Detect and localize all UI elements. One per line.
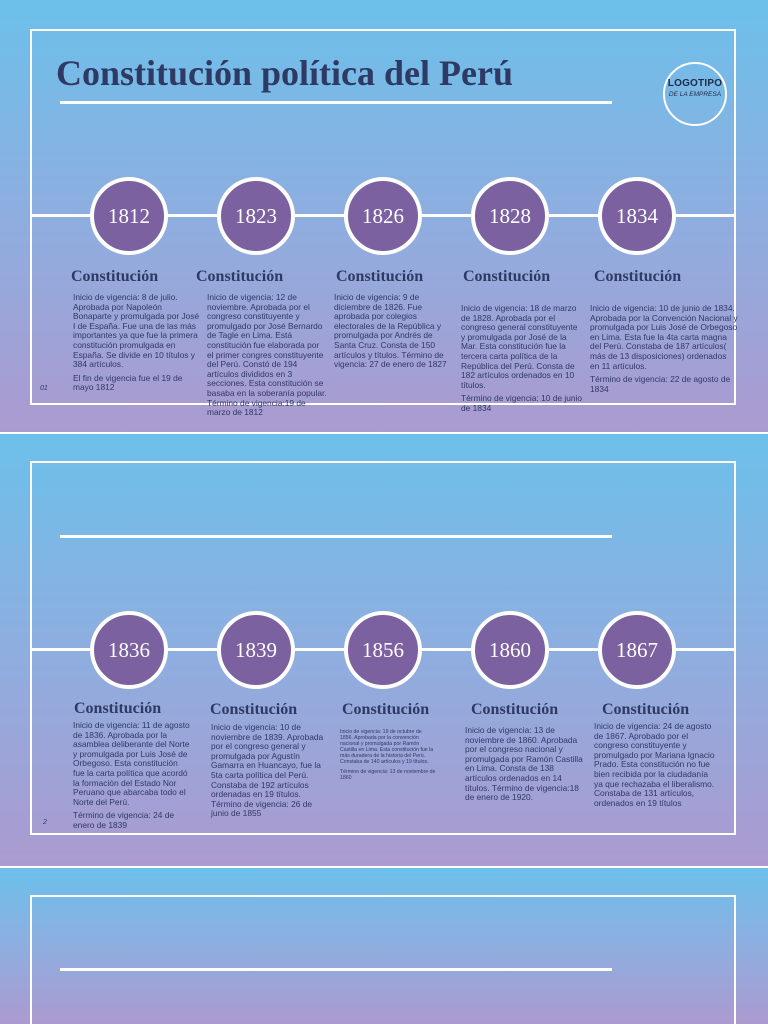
page-number: 2 (43, 819, 47, 826)
logo-main-text: LOGOTIPO (667, 78, 723, 89)
slide-frame (30, 895, 736, 1024)
slide-frame (30, 29, 736, 405)
constitution-description-1860: Inicio de vigencia: 13 de noviembre de 1… (465, 725, 583, 807)
logo: LOGOTIPO DE LA EMPRESA (663, 62, 727, 126)
description-paragraph: Inicio de vigencia: 9 de diciembre de 18… (334, 292, 447, 370)
description-paragraph: Término de vigencia: 24 de enero de 1839 (73, 810, 175, 830)
description-paragraph: Inicio de vigencia: 18 de marzo de 1828.… (461, 303, 578, 390)
year-circle-1856: 1856 (344, 611, 422, 689)
description-paragraph: Inicio de vigencia: 10 de noviembre de 1… (211, 722, 324, 819)
constitution-heading-1860: Constitución (471, 701, 559, 718)
constitution-description-1839: Inicio de vigencia: 10 de noviembre de 1… (211, 722, 329, 823)
logo-sub-text: DE LA EMPRESA (668, 91, 722, 98)
page-title: Constitución política del Perú (56, 53, 513, 93)
description-paragraph: Término de vigencia: 10 de junio de 1834 (461, 393, 583, 413)
description-paragraph: Inicio de vigencia: 13 de noviembre de 1… (465, 725, 583, 803)
year-circle-1828: 1828 (471, 177, 549, 255)
constitution-heading-1867: Constitución (602, 701, 690, 718)
constitution-description-1856: Inicio de vigencia: 19 de octubre de 185… (340, 729, 436, 785)
title-underline (60, 535, 612, 538)
slide-3 (0, 868, 768, 1024)
constitution-description-1828: Inicio de vigencia: 18 de marzo de 1828.… (461, 303, 583, 418)
constitution-description-1812: Inicio de vigencia: 8 de julio. Aprobada… (73, 292, 201, 397)
constitution-heading-1839: Constitución (210, 701, 298, 718)
description-paragraph: Inicio de vigencia: 10 de junio de 1834.… (590, 303, 738, 371)
slide-2: 1836 1839 1856 1860 1867 Constitución Co… (0, 434, 768, 866)
year-circle-1834: 1834 (598, 177, 676, 255)
description-paragraph: Término de vigencia: 13 de noviembre de … (340, 769, 436, 781)
constitution-heading-1828: Constitución (463, 268, 551, 285)
description-paragraph: El fin de vigencia fue el 19 de mayo 181… (73, 372, 183, 393)
year-circle-1867: 1867 (598, 611, 676, 689)
title-underline (60, 101, 612, 104)
constitution-description-1826: Inicio de vigencia: 9 de diciembre de 18… (334, 292, 456, 374)
year-circle-1839: 1839 (217, 611, 295, 689)
year-circle-1812: 1812 (90, 177, 168, 255)
slide-1: Constitución política del Perú LOGOTIPO … (0, 0, 768, 432)
year-circle-1823: 1823 (217, 177, 295, 255)
description-paragraph: Inicio de vigencia: 12 de noviembre. Apr… (207, 292, 327, 418)
year-circle-1836: 1836 (90, 611, 168, 689)
constitution-heading-1836: Constitución (74, 700, 162, 717)
constitution-heading-1826: Constitución (336, 268, 424, 285)
constitution-heading-1812: Constitución (71, 268, 159, 285)
description-paragraph: Inicio de vigencia: 24 de agosto de 1867… (594, 721, 715, 808)
constitution-heading-1823: Constitución (196, 268, 284, 285)
description-paragraph: Inicio de vigencia: 19 de octubre de 185… (340, 729, 434, 765)
constitution-description-1834: Inicio de vigencia: 10 de junio de 1834.… (590, 303, 738, 398)
constitution-heading-1856: Constitución (342, 701, 430, 718)
description-paragraph: Término de vigencia: 22 de agosto de 183… (590, 374, 731, 394)
constitution-heading-1834: Constitución (594, 268, 682, 285)
constitution-description-1836: Inicio de vigencia: 11 de agosto de 1836… (73, 720, 191, 835)
page-number: 01 (40, 385, 48, 392)
constitution-description-1823: Inicio de vigencia: 12 de noviembre. Apr… (207, 292, 327, 422)
description-paragraph: Inicio de vigencia: 11 de agosto de 1836… (73, 720, 190, 807)
year-circle-1860: 1860 (471, 611, 549, 689)
year-circle-1826: 1826 (344, 177, 422, 255)
constitution-description-1867: Inicio de vigencia: 24 de agosto de 1867… (594, 721, 718, 812)
description-paragraph: Inicio de vigencia: 8 de julio. Aprobada… (73, 292, 200, 370)
title-underline (60, 968, 612, 971)
